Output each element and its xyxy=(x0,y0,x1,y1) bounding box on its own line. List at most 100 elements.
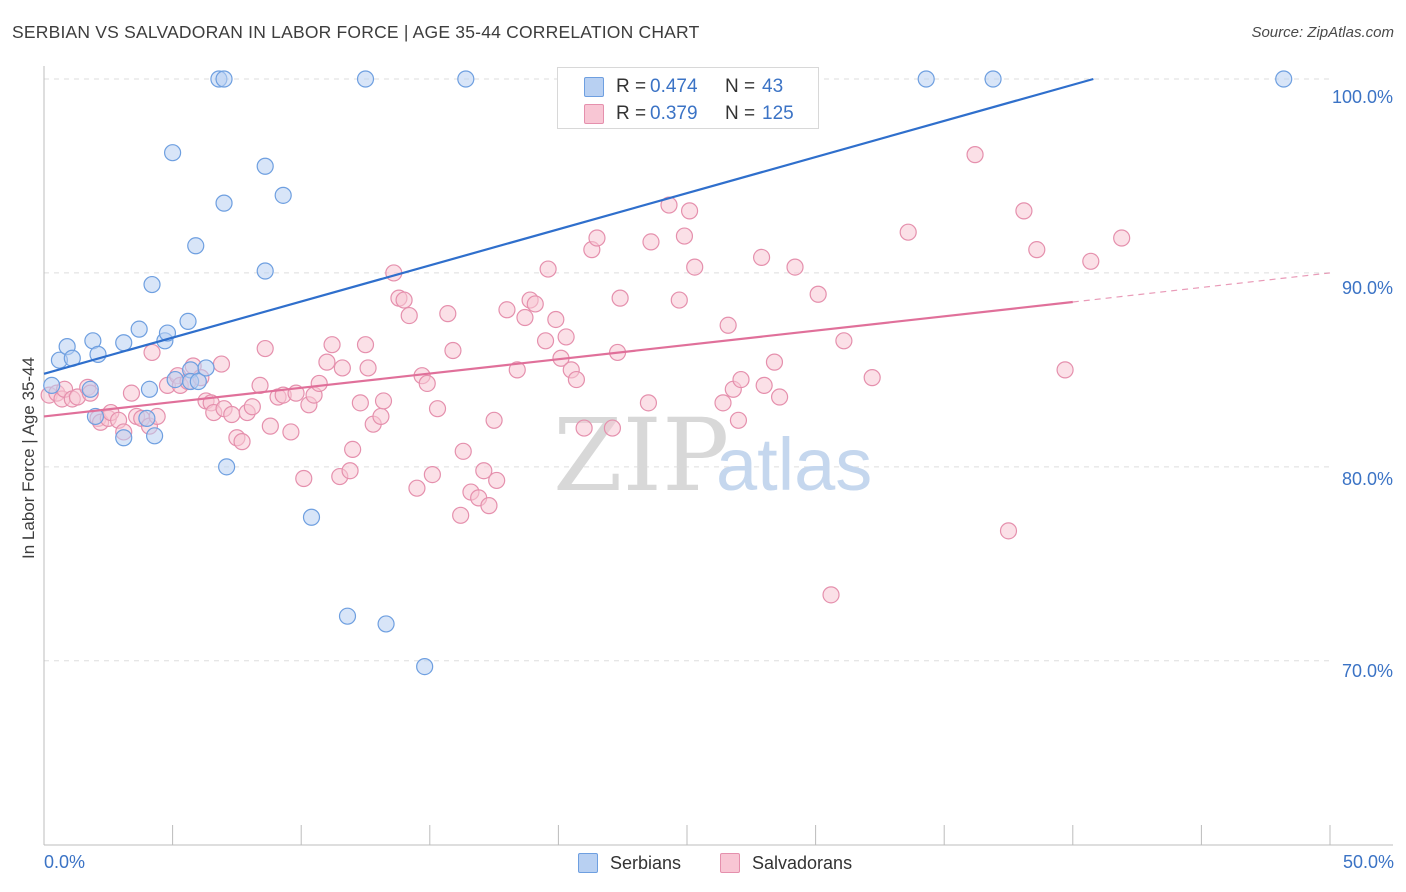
data-point xyxy=(261,417,279,435)
legend-label-salvadorans: Salvadorans xyxy=(752,853,853,873)
data-point xyxy=(1082,252,1100,270)
data-point xyxy=(526,295,544,313)
data-point xyxy=(140,380,159,398)
data-point xyxy=(428,400,447,418)
data-point xyxy=(187,237,205,255)
data-point xyxy=(218,458,236,476)
n-label: N = xyxy=(725,76,756,97)
data-point xyxy=(341,462,359,480)
salvadoran-trend-line xyxy=(43,300,1073,418)
data-point xyxy=(835,332,853,350)
data-point xyxy=(966,146,984,164)
data-point xyxy=(485,411,503,429)
data-point xyxy=(423,466,441,484)
stats-legend: R = 0.474 N = 43 R = 0.379 N = 125 xyxy=(557,67,819,129)
data-point xyxy=(333,359,351,377)
data-point xyxy=(660,196,678,214)
data-point xyxy=(639,394,658,412)
data-point xyxy=(984,70,1002,88)
data-point xyxy=(233,433,251,451)
data-point xyxy=(1275,70,1293,88)
data-point xyxy=(1015,202,1033,220)
data-point xyxy=(588,229,606,247)
data-point xyxy=(822,586,840,604)
data-point xyxy=(377,615,395,633)
y-tick-label: 100.0% xyxy=(1331,87,1393,107)
data-point xyxy=(318,353,336,371)
n-value: 125 xyxy=(762,103,794,124)
legend-row-serbians: R = 0.474 N = 43 xyxy=(558,73,818,101)
data-point xyxy=(675,227,694,245)
data-point xyxy=(243,398,261,416)
salvadoran-swatch xyxy=(584,104,604,124)
data-point xyxy=(256,339,274,358)
data-point xyxy=(452,506,470,524)
data-point xyxy=(374,392,393,410)
data-point xyxy=(603,419,622,437)
r-label: R = xyxy=(616,76,647,97)
data-point xyxy=(770,388,789,406)
y-tick-label: 80.0% xyxy=(1341,469,1393,489)
data-point xyxy=(145,427,164,445)
watermark: ZIP atlas xyxy=(553,397,872,514)
trend-lines xyxy=(43,77,1331,418)
data-point xyxy=(122,384,141,402)
data-point xyxy=(359,359,377,377)
data-point xyxy=(999,522,1018,540)
data-point xyxy=(395,291,413,309)
data-point xyxy=(547,310,565,329)
data-point xyxy=(400,306,418,325)
data-point xyxy=(215,70,233,88)
data-point xyxy=(212,355,231,373)
data-point xyxy=(439,305,457,323)
data-point xyxy=(408,479,426,497)
legend-row-salvadorans: R = 0.379 N = 125 xyxy=(558,100,818,128)
gridlines xyxy=(44,78,1330,662)
source-label: Source: ZipAtlas.com xyxy=(1251,24,1394,41)
data-point xyxy=(917,70,935,88)
chart-title: SERBIAN VS SALVADORAN IN LABOR FORCE | A… xyxy=(12,22,700,42)
data-point xyxy=(1056,361,1074,379)
data-point xyxy=(223,405,241,424)
r-value: 0.379 xyxy=(650,103,698,124)
data-point xyxy=(680,202,699,220)
serbian-trend-line xyxy=(43,77,1094,375)
data-point xyxy=(536,332,555,350)
data-point xyxy=(356,70,375,88)
data-point xyxy=(786,258,804,276)
data-point xyxy=(323,336,341,354)
data-point xyxy=(130,320,148,338)
data-point xyxy=(719,316,737,334)
data-point xyxy=(714,394,732,412)
data-point xyxy=(611,289,629,307)
data-point xyxy=(488,471,506,490)
data-point xyxy=(416,657,434,676)
x-tick-label-min: 0.0% xyxy=(44,852,86,872)
data-point xyxy=(765,353,784,371)
data-point xyxy=(809,285,827,303)
data-point xyxy=(356,336,375,354)
watermark-zip: ZIP xyxy=(553,397,729,514)
data-point xyxy=(143,275,161,294)
data-point xyxy=(295,469,313,488)
salvadoran-swatch xyxy=(720,853,740,873)
data-point xyxy=(480,497,498,515)
data-point xyxy=(372,407,390,426)
data-point xyxy=(516,308,534,327)
data-point xyxy=(642,233,660,251)
data-point xyxy=(498,301,516,319)
data-point xyxy=(899,223,917,241)
y-tick-label: 90.0% xyxy=(1341,278,1393,298)
salvadoran-trend-extension xyxy=(1072,272,1331,303)
data-point xyxy=(444,341,462,360)
data-point xyxy=(138,409,156,427)
axes xyxy=(43,66,1393,846)
data-point xyxy=(686,258,704,276)
serbian-swatch xyxy=(578,853,598,873)
data-point xyxy=(338,607,357,625)
data-point xyxy=(43,376,61,394)
data-point xyxy=(166,370,184,389)
data-point xyxy=(302,508,321,526)
legend-label-serbians: Serbians xyxy=(610,853,682,873)
